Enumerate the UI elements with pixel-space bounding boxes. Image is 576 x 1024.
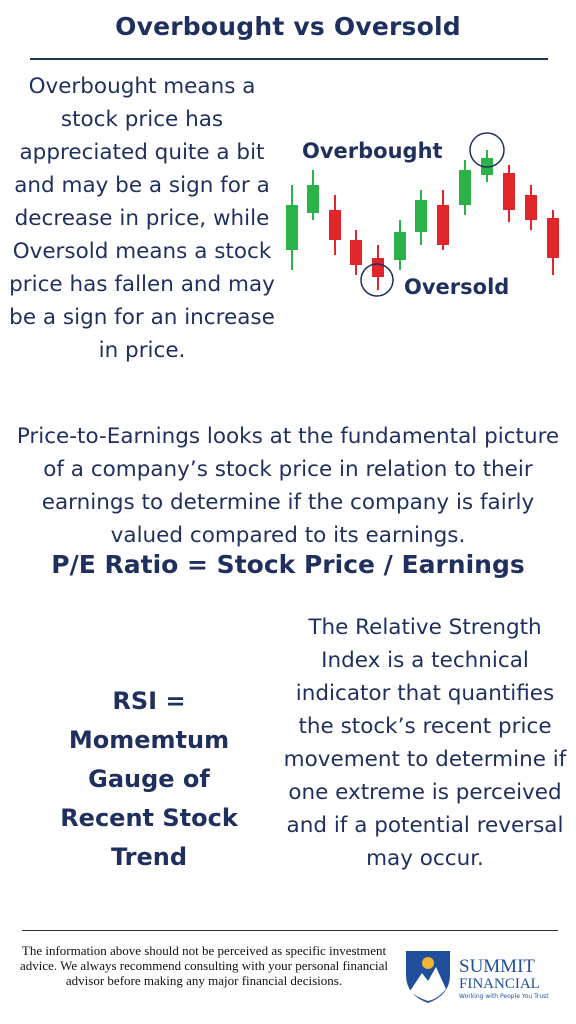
- disclaimer: The information above should not be perc…: [19, 943, 389, 988]
- pe-text: Price-to-Earnings looks at the fundament…: [16, 424, 560, 548]
- candle-body: [307, 185, 319, 213]
- logo-name: SUMMIT: [459, 956, 535, 977]
- candles: [286, 150, 559, 290]
- candle-body: [350, 240, 362, 265]
- candle-body: [372, 258, 384, 277]
- rsi-text: The Relative Strength Index is a technic…: [283, 615, 567, 871]
- divider: [30, 58, 548, 60]
- overbought-label: Overbought: [302, 139, 443, 163]
- oversold-circle: [360, 263, 394, 297]
- candle-body: [437, 205, 449, 245]
- logo-sun: [422, 957, 434, 969]
- oversold-label: Oversold: [404, 275, 509, 299]
- overbought-text: Overbought means a stock price has appre…: [9, 74, 275, 363]
- candle-body: [459, 170, 471, 205]
- rsi-heading: RSI = Momemtum Gauge of Recent Stock Tre…: [60, 687, 238, 871]
- logo-mountain: [410, 967, 446, 1001]
- candle-body: [329, 210, 341, 240]
- pe-formula: P/E Ratio = Stock Price / Earnings: [51, 550, 525, 579]
- title: Overbought vs Oversold: [115, 12, 461, 41]
- candle-body: [394, 232, 406, 260]
- candle-body: [415, 200, 427, 232]
- candle-body: [503, 173, 515, 210]
- candle-body: [547, 218, 559, 258]
- candlestick-illustration: Overbought Oversold: [286, 132, 559, 299]
- logo-name-2: FINANCIAL: [459, 976, 540, 992]
- overbought-circle: [469, 132, 505, 168]
- footer-divider: [22, 930, 558, 931]
- candle-body: [525, 195, 537, 220]
- logo: SUMMIT FINANCIAL Working with People You…: [406, 951, 549, 1003]
- logo-tagline: Working with People You Trust: [459, 993, 549, 1000]
- candle-body: [286, 205, 298, 250]
